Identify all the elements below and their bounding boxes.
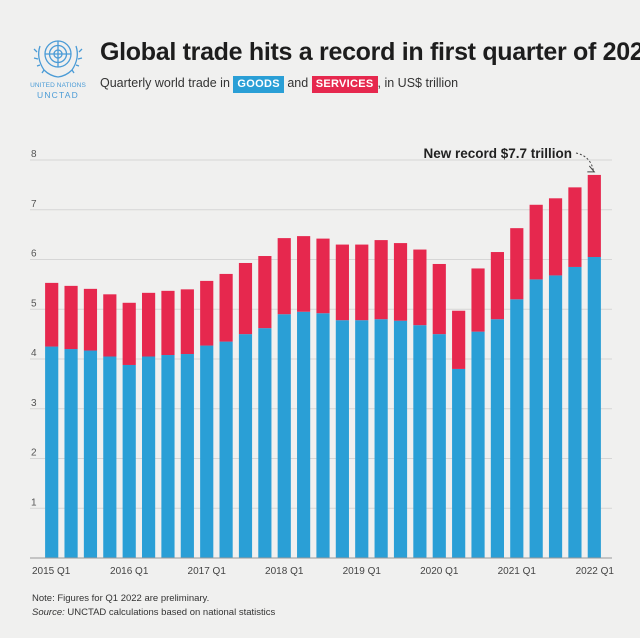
x-tick-label: 2020 Q1 bbox=[420, 566, 459, 577]
x-tick-label: 2019 Q1 bbox=[343, 566, 382, 577]
logo-org-line1: UNITED NATIONS bbox=[30, 82, 86, 89]
annotation-layer: New record $7.7 trillion bbox=[423, 146, 596, 173]
bar-goods bbox=[83, 350, 98, 558]
bar-services bbox=[355, 244, 369, 321]
bar-goods bbox=[452, 368, 466, 558]
bar-goods bbox=[297, 311, 311, 558]
y-tick-label: 3 bbox=[31, 398, 37, 409]
y-tick-label: 4 bbox=[31, 348, 37, 359]
legend-goods: GOODS bbox=[233, 76, 284, 93]
record-annotation: New record $7.7 trillion bbox=[423, 146, 572, 161]
bar-goods bbox=[200, 345, 214, 558]
bar-services bbox=[141, 292, 156, 357]
subtitle-suffix: , in US$ trillion bbox=[377, 76, 459, 90]
bar-goods bbox=[64, 349, 78, 558]
bar-goods bbox=[335, 320, 349, 558]
x-tick-label: 2017 Q1 bbox=[188, 566, 227, 577]
bar-services bbox=[413, 249, 427, 326]
x-axis: 2015 Q1 2016 Q1 2017 Q1 2018 Q1 2019 Q1 2020 … bbox=[30, 557, 615, 577]
bar-services bbox=[219, 273, 233, 342]
annotation-arrowhead bbox=[587, 165, 596, 173]
un-logo: UNITED NATIONS UNCTAD bbox=[26, 30, 90, 100]
bar-goods bbox=[45, 346, 59, 558]
bar-goods bbox=[141, 356, 156, 558]
bar-services bbox=[490, 252, 505, 320]
bar-goods bbox=[122, 364, 136, 558]
bar-goods bbox=[316, 313, 330, 558]
bar-services bbox=[510, 228, 524, 300]
bar-goods bbox=[471, 331, 485, 558]
bar-goods bbox=[587, 257, 601, 558]
bar-services bbox=[122, 302, 136, 365]
bar-services bbox=[64, 285, 78, 350]
bar-goods bbox=[238, 334, 253, 558]
bar-goods bbox=[413, 325, 427, 558]
bar-services bbox=[200, 280, 214, 346]
bar-services bbox=[568, 187, 582, 267]
legend-services: SERVICES bbox=[311, 76, 378, 93]
bar-goods bbox=[219, 341, 233, 558]
subtitle-prefix: Quarterly world trade in bbox=[100, 76, 230, 90]
bar-services bbox=[180, 289, 194, 355]
y-tick-label: 5 bbox=[31, 298, 37, 309]
bar-goods bbox=[529, 279, 543, 558]
x-tick-label: 2018 Q1 bbox=[265, 566, 304, 577]
y-tick-label: 1 bbox=[31, 497, 37, 508]
y-tick-label: 7 bbox=[31, 199, 37, 210]
bar-goods bbox=[180, 354, 194, 558]
logo-org-line2: UNCTAD bbox=[37, 90, 79, 100]
source-text: UNCTAD calculations based on national st… bbox=[64, 607, 276, 618]
bar-services bbox=[374, 240, 388, 320]
bar-goods bbox=[510, 299, 524, 558]
bar-goods bbox=[355, 320, 369, 558]
bar-goods bbox=[374, 319, 388, 558]
bar-goods bbox=[490, 319, 505, 558]
bar-services bbox=[45, 282, 59, 347]
bar-goods bbox=[548, 275, 563, 558]
bar-services bbox=[432, 263, 446, 335]
bar-services bbox=[258, 256, 272, 329]
bar-goods bbox=[258, 328, 272, 558]
bar-services bbox=[587, 174, 601, 258]
chart-title: Global trade hits a record in first quar… bbox=[100, 38, 640, 66]
source-line: Source: UNCTAD calculations based on nat… bbox=[32, 607, 275, 618]
subtitle-mid: and bbox=[287, 76, 309, 90]
bars-layer bbox=[45, 174, 601, 558]
x-tick-label: 2021 Q1 bbox=[498, 566, 537, 577]
bar-services bbox=[238, 262, 253, 335]
bar-services bbox=[277, 238, 291, 315]
y-tick-label: 2 bbox=[31, 448, 37, 459]
chart-header: UNITED NATIONS UNCTAD Global trade hits … bbox=[0, 0, 640, 110]
x-tick-label: 2022 Q1 bbox=[576, 566, 615, 577]
annotation-arrow bbox=[575, 152, 594, 171]
bar-goods bbox=[161, 355, 175, 558]
bar-services bbox=[335, 244, 349, 321]
bar-services bbox=[103, 294, 117, 357]
bar-services bbox=[83, 288, 98, 351]
bar-services bbox=[452, 310, 466, 369]
chart-subtitle: Quarterly world trade in GOODS and SERVI… bbox=[100, 76, 458, 93]
x-tick-label: 2015 Q1 bbox=[32, 566, 71, 577]
source-label: Source: bbox=[32, 607, 65, 618]
bar-goods bbox=[103, 356, 117, 558]
bar-goods bbox=[568, 266, 582, 558]
footnote: Note: Figures for Q1 2022 are preliminar… bbox=[32, 593, 210, 604]
bar-goods bbox=[393, 320, 408, 558]
bar-services bbox=[161, 290, 175, 356]
bar-services bbox=[471, 268, 485, 332]
un-emblem-icon bbox=[33, 40, 83, 78]
x-tick-label: 2016 Q1 bbox=[110, 566, 149, 577]
bar-services bbox=[297, 236, 311, 312]
bar-goods bbox=[277, 314, 291, 558]
bar-services bbox=[393, 243, 408, 321]
bar-services bbox=[548, 198, 563, 276]
y-tick-label: 6 bbox=[31, 249, 37, 260]
bar-services bbox=[316, 238, 330, 314]
bar-goods bbox=[432, 334, 446, 558]
y-tick-label: 8 bbox=[31, 149, 37, 160]
bar-services bbox=[529, 204, 543, 280]
